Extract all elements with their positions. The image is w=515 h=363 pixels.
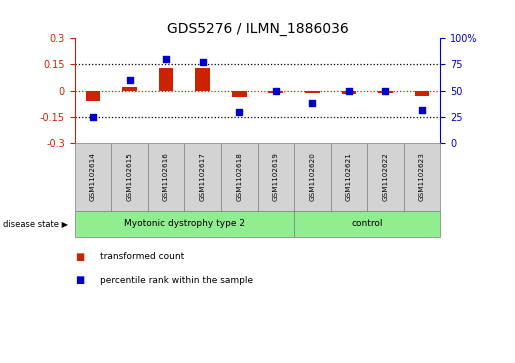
Bar	[305, 91, 320, 93]
Bar	[415, 91, 430, 96]
Point	[418, 107, 426, 113]
Bar	[195, 68, 210, 91]
Bar	[122, 87, 137, 91]
Text: ■: ■	[75, 252, 84, 262]
Text: GSM1102620: GSM1102620	[310, 152, 315, 201]
Bar	[341, 91, 356, 94]
Text: control: control	[351, 219, 383, 228]
Text: GSM1102614: GSM1102614	[90, 152, 96, 201]
Text: GSM1102616: GSM1102616	[163, 152, 169, 201]
Text: GSM1102615: GSM1102615	[127, 152, 132, 201]
Bar	[159, 68, 174, 91]
Bar	[268, 91, 283, 93]
Text: GSM1102621: GSM1102621	[346, 152, 352, 201]
Text: GSM1102622: GSM1102622	[383, 152, 388, 201]
Point	[89, 114, 97, 120]
Point	[308, 101, 316, 106]
Text: ■: ■	[75, 275, 84, 285]
Point	[198, 60, 207, 65]
Bar	[378, 91, 393, 93]
Text: GSM1102623: GSM1102623	[419, 152, 425, 201]
Text: Myotonic dystrophy type 2: Myotonic dystrophy type 2	[124, 219, 245, 228]
Point	[345, 88, 353, 94]
Text: percentile rank within the sample: percentile rank within the sample	[100, 276, 253, 285]
Text: GSM1102619: GSM1102619	[273, 152, 279, 201]
Bar	[232, 91, 247, 97]
Text: transformed count: transformed count	[100, 252, 185, 261]
Bar	[85, 91, 100, 101]
Text: disease state ▶: disease state ▶	[3, 219, 67, 228]
Point	[162, 56, 170, 62]
Point	[381, 88, 389, 94]
Point	[235, 109, 243, 115]
Text: GSM1102617: GSM1102617	[200, 152, 205, 201]
Title: GDS5276 / ILMN_1886036: GDS5276 / ILMN_1886036	[167, 22, 348, 36]
Text: GSM1102618: GSM1102618	[236, 152, 242, 201]
Point	[271, 88, 280, 94]
Point	[125, 77, 133, 83]
